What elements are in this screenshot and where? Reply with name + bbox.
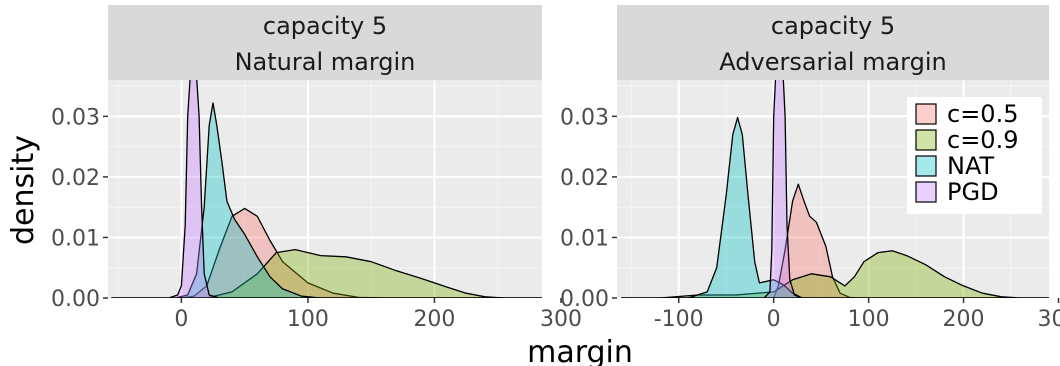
legend-label: c=0.9	[947, 126, 1018, 154]
x-tick-label: 300	[540, 307, 582, 332]
y-tick-label: 0.01	[560, 226, 609, 251]
density-area-nat	[111, 102, 542, 298]
y-tick-label: 0.02	[51, 166, 100, 191]
x-tick-label: 100	[848, 307, 890, 332]
legend-key-bg	[915, 129, 937, 151]
legend-label: c=0.5	[947, 100, 1018, 128]
x-axis-title: margin	[527, 335, 633, 366]
y-tick-label: 0.03	[51, 105, 100, 130]
y-tick-label: 0.02	[560, 166, 609, 191]
panel-natural-margin: capacity 5 Natural margin 0.000.010.020.…	[51, 5, 582, 332]
strip-background	[617, 5, 1049, 80]
density-area-nat	[621, 116, 1049, 298]
legend-label: PGD	[947, 178, 999, 206]
y-tick-label: 0.01	[51, 226, 100, 251]
y-tick-label: 0.00	[560, 287, 609, 312]
strip-title-line2: Adversarial margin	[719, 48, 946, 76]
x-tick-label: 0	[767, 307, 781, 332]
legend-key-bg	[915, 103, 937, 125]
x-tick-label: 200	[413, 307, 455, 332]
x-tick-label: 200	[943, 307, 985, 332]
x-tick-label: 100	[287, 307, 329, 332]
strip-title-line1: capacity 5	[263, 12, 387, 40]
density-areas	[621, 80, 1049, 298]
strip-title-line2: Natural margin	[235, 48, 416, 76]
legend-label: NAT	[947, 152, 995, 180]
x-tick-label: 0	[174, 307, 188, 332]
density-area-pgd	[621, 80, 1049, 298]
panel-adversarial-margin: capacity 5 Adversarial margin 0.000.010.…	[560, 5, 1060, 332]
y-axis: 0.00 0.01 0.02 0.03	[560, 105, 617, 312]
x-axis: 0 100 200 300	[174, 298, 582, 332]
density-area-pgd	[111, 80, 542, 298]
legend-key-c05	[915, 103, 937, 125]
density-area-c09	[621, 250, 1049, 298]
x-tick-label: -100	[654, 307, 704, 332]
density-area-c09	[111, 248, 542, 298]
legend-key-bg	[915, 181, 937, 203]
strip-title-line1: capacity 5	[771, 12, 895, 40]
density-areas	[111, 80, 542, 298]
legend-key-c09	[915, 129, 937, 151]
strip-background	[108, 5, 542, 80]
x-tick-label: 300	[1037, 307, 1060, 332]
legend-key-bg	[915, 155, 937, 177]
x-axis: -100 0 100 200 300	[654, 298, 1060, 332]
y-axis-title: density	[6, 135, 41, 245]
y-tick-label: 0.03	[560, 105, 609, 130]
y-axis: 0.00 0.01 0.02 0.03	[51, 105, 108, 312]
legend-key-pgd	[915, 181, 937, 203]
y-tick-label: 0.00	[51, 287, 100, 312]
legend-key-nat	[915, 155, 937, 177]
